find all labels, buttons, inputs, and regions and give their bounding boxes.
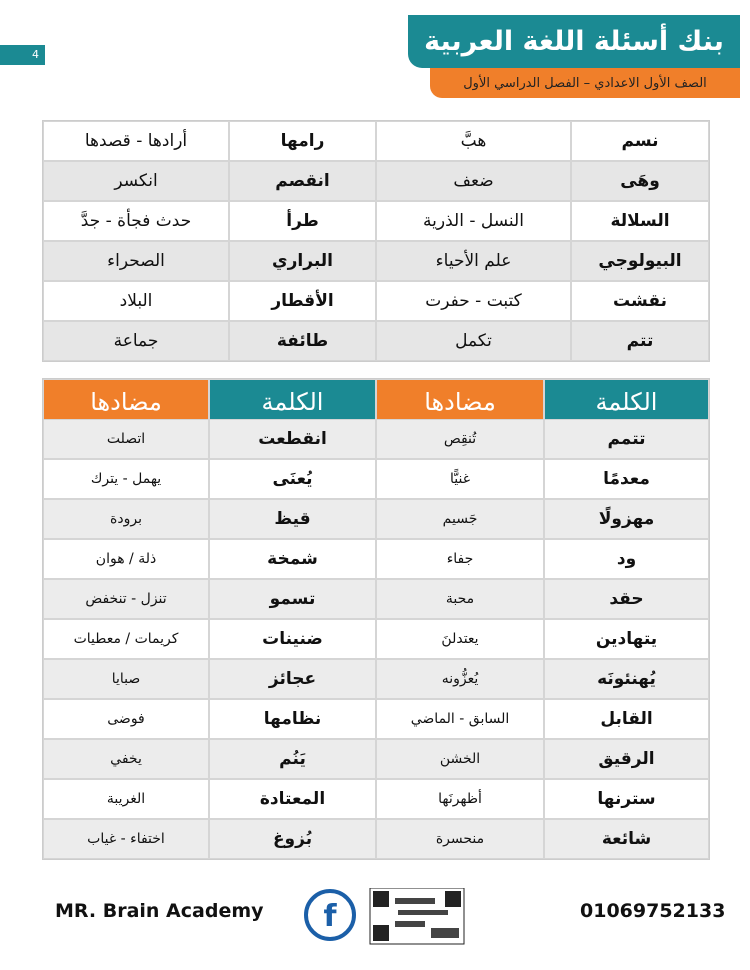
table-cell: يهمل - يترك <box>43 459 209 499</box>
vocab-table: نسم هبَّ رامها أرادها - قصدها وهَى ضعف انقصم ان… <box>42 120 710 362</box>
footer-icons: f <box>304 888 465 945</box>
table-cell: أرادها - قصدها <box>43 121 229 161</box>
table-cell: شائعة <box>544 819 709 859</box>
table-cell: معدمًا <box>544 459 709 499</box>
table-cell: المعتادة <box>209 779 376 819</box>
table-cell: غنيًّا <box>376 459 544 499</box>
header-cell: الكلمة <box>209 379 376 425</box>
table-cell: انقطعت <box>209 419 376 459</box>
table-cell: قيظ <box>209 499 376 539</box>
table-cell: برودة <box>43 499 209 539</box>
table-cell: حدث فجأة - جدَّ <box>43 201 229 241</box>
table-cell: يُهنئونَه <box>544 659 709 699</box>
table-cell: نظامها <box>209 699 376 739</box>
table-cell: النسل - الذرية <box>376 201 571 241</box>
table-cell: ود <box>544 539 709 579</box>
table-cell: جفاء <box>376 539 544 579</box>
table-cell: حقد <box>544 579 709 619</box>
brand: MR. Brain Academy <box>55 900 264 922</box>
table-cell: ذلة / هوان <box>43 539 209 579</box>
header-cell: الكلمة <box>544 379 709 425</box>
table-cell: الخشن <box>376 739 544 779</box>
table-cell: رامها <box>229 121 376 161</box>
table-cell: عجائز <box>209 659 376 699</box>
page-number: 4 <box>0 45 45 65</box>
table-cell: السابق - الماضي <box>376 699 544 739</box>
table-cell: البيولوجي <box>571 241 709 281</box>
table-cell: يُعنَى <box>209 459 376 499</box>
table-cell: هبَّ <box>376 121 571 161</box>
table-cell: جَسيم <box>376 499 544 539</box>
table-cell: نقشت <box>571 281 709 321</box>
table-cell: أظهرنَها <box>376 779 544 819</box>
table-cell: اختفاء - غياب <box>43 819 209 859</box>
table-cell: ضعف <box>376 161 571 201</box>
table-cell: تتم <box>571 321 709 361</box>
table-cell: الرقيق <box>544 739 709 779</box>
table-cell: اتصلت <box>43 419 209 459</box>
table-cell: نسم <box>571 121 709 161</box>
table-cell: يُعزُّونه <box>376 659 544 699</box>
table-cell: جماعة <box>43 321 229 361</box>
table-cell: مهزولًا <box>544 499 709 539</box>
table-cell: تكمل <box>376 321 571 361</box>
table-cell: يخفي <box>43 739 209 779</box>
table-cell: فوضى <box>43 699 209 739</box>
table-cell: انكسر <box>43 161 229 201</box>
table-cell: القابل <box>544 699 709 739</box>
table-cell: طرأ <box>229 201 376 241</box>
table-cell: سترنها <box>544 779 709 819</box>
table-cell: الأقطار <box>229 281 376 321</box>
subtitle: الصف الأول الاعدادي – الفصل الدراسي الأو… <box>430 68 740 98</box>
table-cell: شمخة <box>209 539 376 579</box>
table-cell: يتهادين <box>544 619 709 659</box>
table-cell: علم الأحياء <box>376 241 571 281</box>
table-cell: تتمم <box>544 419 709 459</box>
table-cell: محبة <box>376 579 544 619</box>
phone: 01069752133 <box>580 900 726 922</box>
svg-text:f: f <box>323 899 337 934</box>
table-cell: طائفة <box>229 321 376 361</box>
table-cell: صبايا <box>43 659 209 699</box>
table-cell: يعتدلنَ <box>376 619 544 659</box>
table-cell: كريمات / معطيات <box>43 619 209 659</box>
table-cell: البلاد <box>43 281 229 321</box>
table-cell: تنزل - تنخفض <box>43 579 209 619</box>
table-cell: الصحراء <box>43 241 229 281</box>
header-cell: مضادها <box>43 379 209 425</box>
table-cell: البراري <box>229 241 376 281</box>
table-cell: انقصم <box>229 161 376 201</box>
table-cell: منحسرة <box>376 819 544 859</box>
table-cell: الغريبة <box>43 779 209 819</box>
table-cell: كتبت - حفرت <box>376 281 571 321</box>
table-cell: ضنينات <box>209 619 376 659</box>
table-cell: وهَى <box>571 161 709 201</box>
title: بنك أسئلة اللغة العربية <box>408 15 740 68</box>
table-cell: السلالة <box>571 201 709 241</box>
table-cell: تُنقِص <box>376 419 544 459</box>
table-cell: تسمو <box>209 579 376 619</box>
table-cell: بُزوغ <box>209 819 376 859</box>
table-cell: يَنُم <box>209 739 376 779</box>
antonym-table: الكلمة مضادها الكلمة مضادها تتمم تُنقِص انقطعت… <box>42 378 710 860</box>
